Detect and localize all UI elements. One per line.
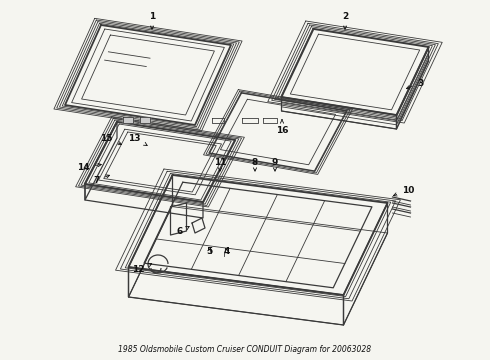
Text: 12: 12 [132, 264, 152, 275]
Text: 9: 9 [272, 158, 278, 171]
Text: 4: 4 [224, 248, 230, 256]
Text: 8: 8 [252, 158, 258, 171]
Text: 7: 7 [94, 175, 110, 185]
Text: 11: 11 [214, 158, 226, 171]
Text: 2: 2 [342, 12, 348, 29]
Text: 1985 Oldsmobile Custom Cruiser CONDUIT Diagram for 20063028: 1985 Oldsmobile Custom Cruiser CONDUIT D… [119, 345, 371, 354]
Text: 6: 6 [177, 226, 189, 237]
Polygon shape [140, 117, 150, 123]
Polygon shape [123, 117, 133, 123]
Text: 13: 13 [128, 134, 147, 145]
Text: 10: 10 [393, 185, 415, 196]
Text: 1: 1 [149, 12, 155, 29]
Text: 15: 15 [100, 134, 122, 145]
Text: 14: 14 [77, 162, 101, 171]
Text: 5: 5 [206, 248, 212, 256]
Text: 16: 16 [276, 120, 288, 135]
Text: 3: 3 [406, 78, 423, 89]
